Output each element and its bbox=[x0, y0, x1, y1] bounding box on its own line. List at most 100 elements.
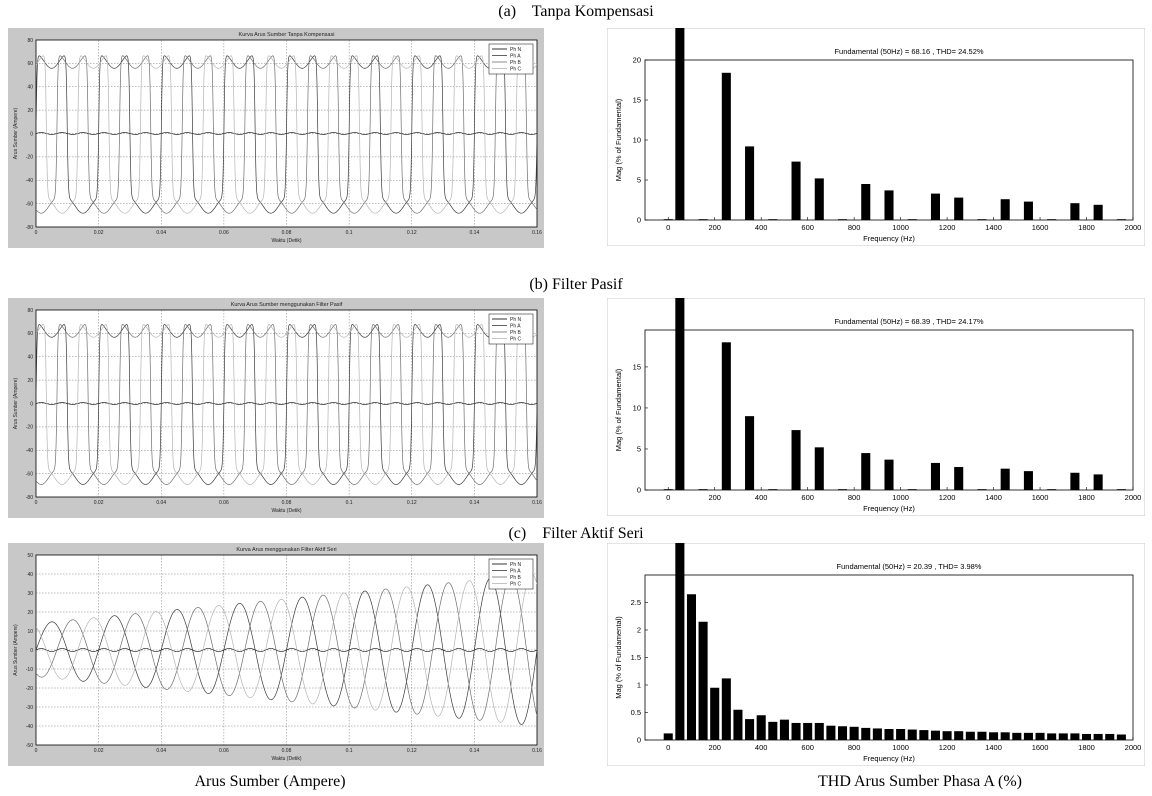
bars bbox=[663, 543, 1126, 740]
legend: Ph NPh APh BPh C bbox=[488, 558, 534, 590]
legend-entry: Ph C bbox=[510, 66, 522, 72]
x-tick-label: 0.04 bbox=[156, 748, 166, 754]
x-tick-label: 0.04 bbox=[156, 230, 166, 236]
y-tick-label: 0 bbox=[637, 736, 641, 745]
x-tick-label: 600 bbox=[801, 223, 814, 232]
bar bbox=[791, 430, 801, 490]
bar bbox=[779, 719, 789, 740]
bar bbox=[896, 729, 906, 740]
x-tick-label: 800 bbox=[848, 743, 861, 752]
section-label-c: (c) Filter Aktif Seri bbox=[508, 525, 644, 542]
bar bbox=[907, 219, 917, 220]
bar bbox=[745, 416, 755, 490]
chart-title: Kurva Arus Sumber Tanpa Kompensasi bbox=[239, 32, 335, 38]
bar bbox=[1023, 471, 1033, 490]
bar bbox=[954, 197, 964, 220]
x-tick-label: 1600 bbox=[1032, 743, 1049, 752]
x-tick-label: 200 bbox=[708, 223, 721, 232]
bar bbox=[1116, 489, 1126, 490]
y-tick-label: -20 bbox=[26, 686, 33, 692]
y-axis-label: Arus Sumber (Ampere) bbox=[13, 107, 19, 159]
bar bbox=[675, 543, 685, 740]
legend-entry: Ph N bbox=[510, 47, 522, 53]
y-tick-label: 15 bbox=[633, 363, 641, 372]
x-tick-label: 0 bbox=[35, 748, 38, 754]
legend-entry: Ph B bbox=[510, 330, 522, 336]
y-tick-label: -40 bbox=[26, 178, 33, 184]
bar bbox=[768, 219, 778, 220]
bar bbox=[1116, 219, 1126, 220]
bar bbox=[698, 219, 708, 220]
waveforms bbox=[36, 324, 537, 485]
bar bbox=[768, 489, 778, 490]
chart-title: Fundamental (50Hz) = 68.39 , THD= 24.17% bbox=[834, 317, 983, 326]
bar bbox=[861, 727, 871, 740]
bar bbox=[1012, 732, 1022, 740]
y-tick-label: 40 bbox=[27, 355, 33, 361]
y-tick-label: 10 bbox=[27, 629, 33, 635]
bar bbox=[977, 219, 987, 220]
bar bbox=[768, 721, 778, 740]
x-tick-label: 0 bbox=[35, 500, 38, 506]
fft-plot-a: Fundamental (50Hz) = 68.16 , THD= 24.52%… bbox=[607, 28, 1145, 246]
bar bbox=[710, 687, 720, 740]
legend-entry: Ph C bbox=[510, 581, 522, 587]
bar bbox=[942, 731, 952, 740]
bar bbox=[884, 190, 894, 220]
x-tick-label: 0.02 bbox=[94, 500, 104, 506]
legend-box bbox=[488, 313, 534, 345]
y-tick-label: 20 bbox=[27, 610, 33, 616]
x-tick-label: 0.1 bbox=[346, 748, 353, 754]
x-tick-label: 0.04 bbox=[156, 500, 166, 506]
bar bbox=[1023, 201, 1033, 220]
series-line-ph-b bbox=[36, 324, 537, 485]
legend-entry: Ph N bbox=[510, 562, 522, 568]
bar bbox=[826, 725, 836, 740]
series-line-ph-b bbox=[36, 576, 537, 721]
y-tick-label: 60 bbox=[27, 61, 33, 67]
bar bbox=[1047, 489, 1057, 490]
y-tick-label: 20 bbox=[27, 378, 33, 384]
legend: Ph NPh APh BPh C bbox=[488, 313, 534, 345]
footer-right-caption: THD Arus Sumber Phasa A (%) bbox=[818, 773, 1022, 790]
x-tick-label: 1400 bbox=[985, 493, 1002, 502]
y-tick-label: 10 bbox=[633, 404, 641, 413]
y-axis-label: Mag (% of Fundamental) bbox=[614, 368, 623, 451]
bar bbox=[698, 621, 708, 740]
x-tick-label: 200 bbox=[708, 493, 721, 502]
y-tick-label: -40 bbox=[26, 724, 33, 730]
y-tick-label: -80 bbox=[26, 225, 33, 231]
bar bbox=[1000, 732, 1010, 740]
y-tick-label: 0 bbox=[30, 648, 33, 654]
series-line-ph-a bbox=[36, 578, 537, 725]
x-tick-label: 600 bbox=[801, 743, 814, 752]
y-tick-label: 0 bbox=[637, 486, 641, 495]
chart-title: Fundamental (50Hz) = 68.16 , THD= 24.52% bbox=[834, 47, 983, 56]
series-line-ph-c bbox=[36, 55, 537, 214]
y-tick-label: -60 bbox=[26, 471, 33, 477]
bar bbox=[791, 161, 801, 220]
bar bbox=[884, 729, 894, 740]
x-tick-label: 1200 bbox=[939, 743, 956, 752]
y-tick-label: -40 bbox=[26, 448, 33, 454]
bar bbox=[814, 178, 824, 220]
bar bbox=[930, 193, 940, 220]
legend-entry: Ph C bbox=[510, 336, 522, 342]
bar bbox=[954, 467, 964, 490]
x-tick-label: 0.08 bbox=[282, 748, 292, 754]
x-axis-label: Frequency (Hz) bbox=[863, 504, 915, 513]
x-tick-label: 0 bbox=[666, 493, 670, 502]
x-tick-label: 400 bbox=[755, 493, 768, 502]
x-tick-label: 0.06 bbox=[219, 230, 229, 236]
bar bbox=[663, 489, 673, 490]
y-tick-label: 0 bbox=[637, 216, 641, 225]
y-tick-label: -50 bbox=[26, 743, 33, 749]
bar bbox=[733, 709, 743, 740]
y-tick-label: -60 bbox=[26, 201, 33, 207]
series-line-ph-a bbox=[36, 324, 537, 485]
chart-title: Fundamental (50Hz) = 20.39 , THD= 3.98% bbox=[837, 562, 982, 571]
bar bbox=[663, 219, 673, 220]
bar bbox=[930, 730, 940, 740]
y-tick-label: 1 bbox=[637, 681, 641, 690]
bar bbox=[1035, 732, 1045, 740]
